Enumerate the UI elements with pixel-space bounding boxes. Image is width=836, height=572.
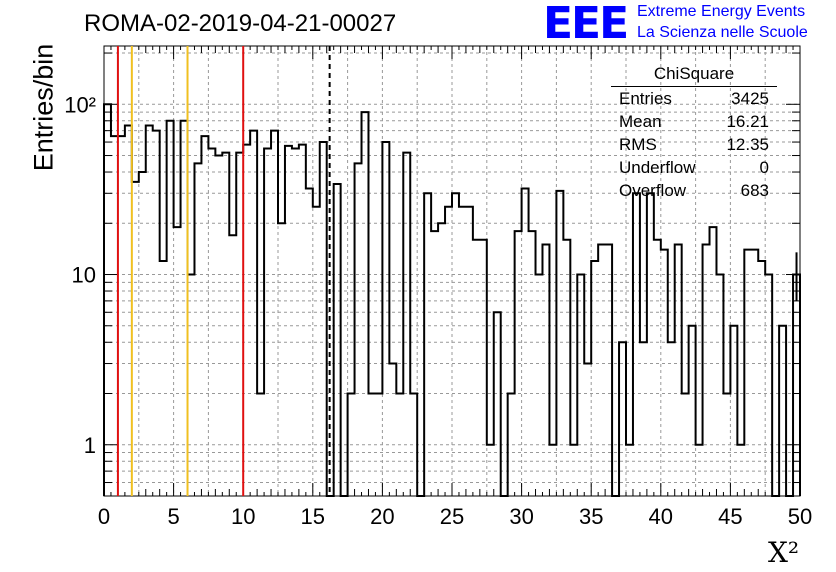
histogram-bin [563, 240, 570, 496]
x-tick-label: 50 [788, 504, 812, 529]
histogram-bin [292, 148, 299, 496]
x-tick-label: 45 [718, 504, 742, 529]
histogram-bin [125, 126, 132, 496]
chart-title: ROMA-02-2019-04-21-00027 [84, 10, 397, 37]
stats-value: 3425 [731, 89, 769, 108]
histogram-bin [271, 131, 278, 496]
histogram-bin [765, 275, 772, 496]
histogram-bin [710, 227, 717, 496]
y-tick-label: 10² [64, 92, 96, 117]
histogram-bin [201, 136, 208, 496]
x-tick-label: 20 [370, 504, 394, 529]
histogram-bin [208, 148, 215, 496]
histogram-bin [647, 193, 654, 496]
stats-title: ChiSquare [611, 64, 777, 87]
histogram-bin [640, 342, 647, 496]
stats-row-overflow: Overflow 683 [611, 179, 777, 202]
x-tick-label: 10 [231, 504, 255, 529]
histogram-bin [299, 145, 306, 496]
histogram-bin [633, 193, 640, 496]
stats-row-underflow: Underflow 0 [611, 156, 777, 179]
y-tick-label: 1 [84, 433, 96, 458]
y-tick-label: 10 [72, 263, 96, 288]
histogram-bin [716, 275, 723, 496]
x-tick-label: 30 [509, 504, 533, 529]
histogram-bin [194, 163, 201, 496]
histogram-bin [188, 275, 195, 496]
x-tick-label: 35 [579, 504, 603, 529]
histogram-bin [174, 227, 181, 496]
x-tick-label: 15 [301, 504, 325, 529]
histogram-bin [494, 312, 501, 496]
stats-label: RMS [619, 135, 657, 154]
histogram-bin [751, 250, 758, 496]
histogram-bin [577, 275, 584, 496]
logo-line-2: La Scienza nelle Scuole [637, 24, 808, 41]
stats-label: Overflow [619, 181, 687, 200]
x-tick-label: 0 [98, 504, 110, 529]
histogram-bin [473, 240, 480, 496]
histogram-bin [111, 136, 118, 496]
histogram-bin [146, 126, 153, 496]
x-tick-label: 25 [440, 504, 464, 529]
histogram-bin [744, 250, 751, 496]
x-tick-label: 40 [649, 504, 673, 529]
histogram-bin [243, 145, 250, 496]
stats-value: 12.35 [726, 135, 769, 154]
histogram-bin [730, 326, 737, 496]
histogram-bin [661, 250, 668, 496]
stats-label: Entries [619, 89, 672, 108]
histogram-bin [264, 148, 271, 496]
stats-row-entries: Entries 3425 [611, 87, 777, 110]
histogram-bin [779, 326, 786, 496]
histogram-bin [104, 104, 111, 496]
histogram-bin [556, 191, 563, 496]
histogram-bin [285, 146, 292, 496]
histogram-bin [389, 364, 396, 496]
stats-row-rms: RMS 12.35 [611, 133, 777, 156]
histogram-bin [320, 142, 327, 496]
histogram-bin [793, 275, 800, 496]
histogram-bin [362, 112, 369, 496]
histogram-outline [103, 103, 801, 497]
histogram-bin [424, 193, 431, 496]
histogram-bin [382, 142, 389, 496]
histogram-bin [668, 342, 675, 496]
histogram-bin [355, 163, 362, 496]
stats-box: ChiSquare Entries 3425 Mean 16.21 RMS 12.35… [611, 64, 777, 202]
histogram-bin [118, 136, 125, 496]
histogram-bin [452, 193, 459, 496]
stats-label: Mean [619, 112, 662, 131]
histogram-bin [181, 121, 188, 496]
histogram-bin [334, 184, 341, 496]
histogram-bin [167, 121, 174, 496]
stats-value: 683 [740, 181, 769, 200]
histogram-bin [250, 131, 257, 496]
histogram-bin [654, 240, 661, 496]
histogram-bin [278, 223, 285, 496]
stats-label: Underflow [619, 158, 696, 177]
stats-row-mean: Mean 16.21 [611, 110, 777, 133]
histogram-bin [619, 342, 626, 496]
histogram-bin [536, 275, 543, 496]
stats-value: 16.21 [726, 112, 769, 131]
histogram-bin [139, 172, 146, 496]
x-axis-label: X² [768, 536, 800, 569]
logo-line-1: Extreme Energy Events [637, 3, 806, 20]
histogram-bin [132, 182, 139, 496]
histogram-bin [584, 364, 591, 496]
eee-logo-glyph: EEE [543, 0, 629, 49]
histogram-bin [438, 223, 445, 496]
histogram-bin [689, 326, 696, 496]
histogram-bin [153, 131, 160, 496]
x-tick-label: 5 [167, 504, 179, 529]
eee-logo: EEE [543, 0, 629, 49]
stats-value: 0 [759, 158, 769, 177]
histogram-bin [480, 240, 487, 496]
